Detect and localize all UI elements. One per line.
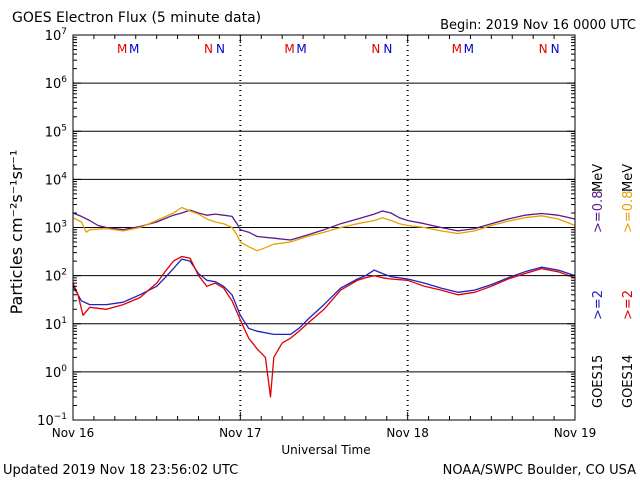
marker-letter: N xyxy=(371,42,380,56)
side-label-goes14-08mev: >=0.8 xyxy=(621,191,636,233)
x-tick-label: Nov 17 xyxy=(219,426,262,440)
axis-layer: 10−1 100 101 102 103 104 105 106 107 Nov 16 Nov 17… xyxy=(37,27,596,440)
y-axis-label: Particles cm⁻²s⁻¹sr⁻¹ xyxy=(7,150,26,315)
y-tick-label: 104 xyxy=(45,171,68,188)
marker-letter: M xyxy=(117,42,127,56)
chart-title: GOES Electron Flux (5 minute data) xyxy=(12,10,261,26)
series-line-2 xyxy=(72,206,576,252)
y-tick-label: 105 xyxy=(45,123,67,140)
y-tick-label: 10−1 xyxy=(37,412,67,429)
y-tick-label: 106 xyxy=(45,75,68,92)
credit-label: NOAA/SWPC Boulder, CO USA xyxy=(443,463,636,478)
marker-letter: N xyxy=(216,42,225,56)
series-line-1 xyxy=(72,209,576,241)
x-tick-label: Nov 19 xyxy=(554,426,597,440)
marker-letter: N xyxy=(383,42,392,56)
side-label-goes15-2mev: >=2 xyxy=(591,290,606,320)
marker-letter: N xyxy=(551,42,560,56)
side-label-goes15-08mev: >=0.8 xyxy=(591,191,606,233)
x-axis-label: Universal Time xyxy=(281,443,370,457)
series-line-4 xyxy=(72,255,576,398)
side-label-mev-1: MeV xyxy=(591,164,606,192)
updated-label: Updated 2019 Nov 18 23:56:02 UTC xyxy=(3,463,238,478)
marker-letter: M xyxy=(464,42,474,56)
marker-letter: M xyxy=(284,42,294,56)
x-tick-label: Nov 16 xyxy=(52,426,95,440)
side-label-mev-2: MeV xyxy=(621,164,636,192)
marker-letter: M xyxy=(452,42,462,56)
marker-letter: M xyxy=(296,42,306,56)
y-tick-label: 100 xyxy=(45,364,68,381)
grid-layer xyxy=(73,35,575,420)
y-tick-label: 102 xyxy=(45,268,67,285)
marker-letter: M xyxy=(129,42,139,56)
y-tick-label: 103 xyxy=(45,220,67,237)
marker-letter: N xyxy=(204,42,213,56)
marker-letter: N xyxy=(539,42,548,56)
begin-label: Begin: 2019 Nov 16 0000 UTC xyxy=(440,18,636,33)
series-line-3 xyxy=(72,258,576,336)
side-label-goes14-2mev: >=2 xyxy=(621,290,636,320)
side-label-goes15: GOES15 xyxy=(591,355,606,408)
series-layer xyxy=(72,206,576,398)
side-label-goes14: GOES14 xyxy=(621,355,636,408)
x-tick-label: Nov 18 xyxy=(386,426,429,440)
y-tick-label: 101 xyxy=(45,316,67,333)
y-tick-label: 107 xyxy=(45,27,67,44)
